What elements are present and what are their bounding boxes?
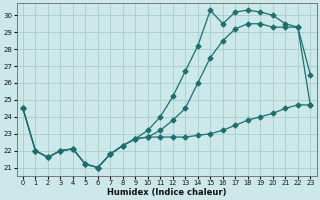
- X-axis label: Humidex (Indice chaleur): Humidex (Indice chaleur): [107, 188, 226, 197]
